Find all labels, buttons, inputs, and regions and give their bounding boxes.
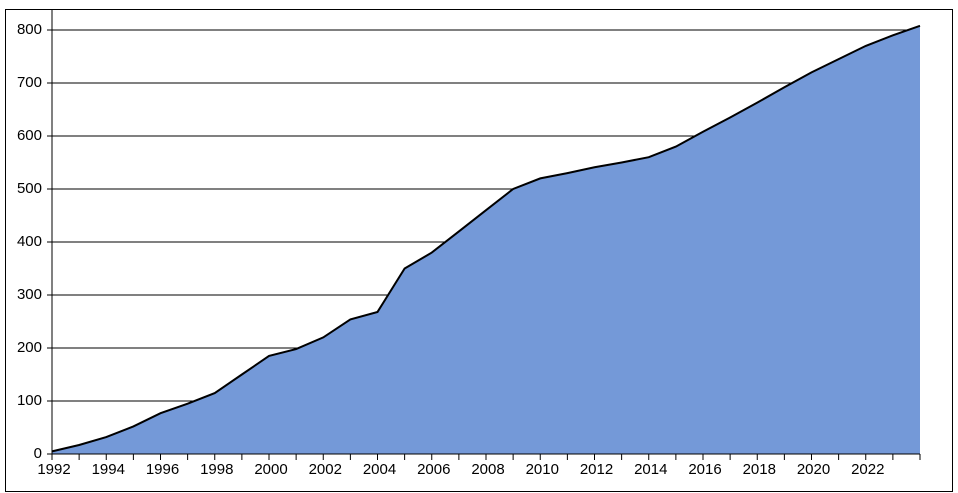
y-tick-label: 0	[34, 445, 42, 462]
y-tick-label: 100	[17, 392, 42, 409]
x-tick-label: 2004	[363, 461, 396, 478]
y-tick-label: 700	[17, 74, 42, 91]
y-tick-label: 300	[17, 286, 42, 303]
x-tick-label: 2014	[634, 461, 667, 478]
x-tick-label: 2018	[743, 461, 776, 478]
y-tick-label: 500	[17, 180, 42, 197]
chart-border	[5, 9, 953, 492]
x-tick-label: 1996	[146, 461, 179, 478]
x-tick-label: 2008	[471, 461, 504, 478]
y-tick-label: 400	[17, 233, 42, 250]
y-tick-label: 600	[17, 127, 42, 144]
x-tick-label: 2016	[688, 461, 721, 478]
x-tick-label: 1992	[37, 461, 70, 478]
x-tick-label: 2012	[580, 461, 613, 478]
y-tick-label: 800	[17, 21, 42, 38]
x-tick-label: 1994	[92, 461, 125, 478]
x-tick-label: 2006	[417, 461, 450, 478]
y-tick-label: 200	[17, 339, 42, 356]
x-tick-label: 2010	[526, 461, 559, 478]
area-line	[51, 24, 921, 453]
x-tick-label: 2002	[309, 461, 342, 478]
x-tick-label: 1998	[200, 461, 233, 478]
area	[52, 25, 920, 454]
x-tick-label: 2020	[797, 461, 830, 478]
x-tick-label: 2022	[851, 461, 884, 478]
x-tick-label: 2000	[254, 461, 287, 478]
